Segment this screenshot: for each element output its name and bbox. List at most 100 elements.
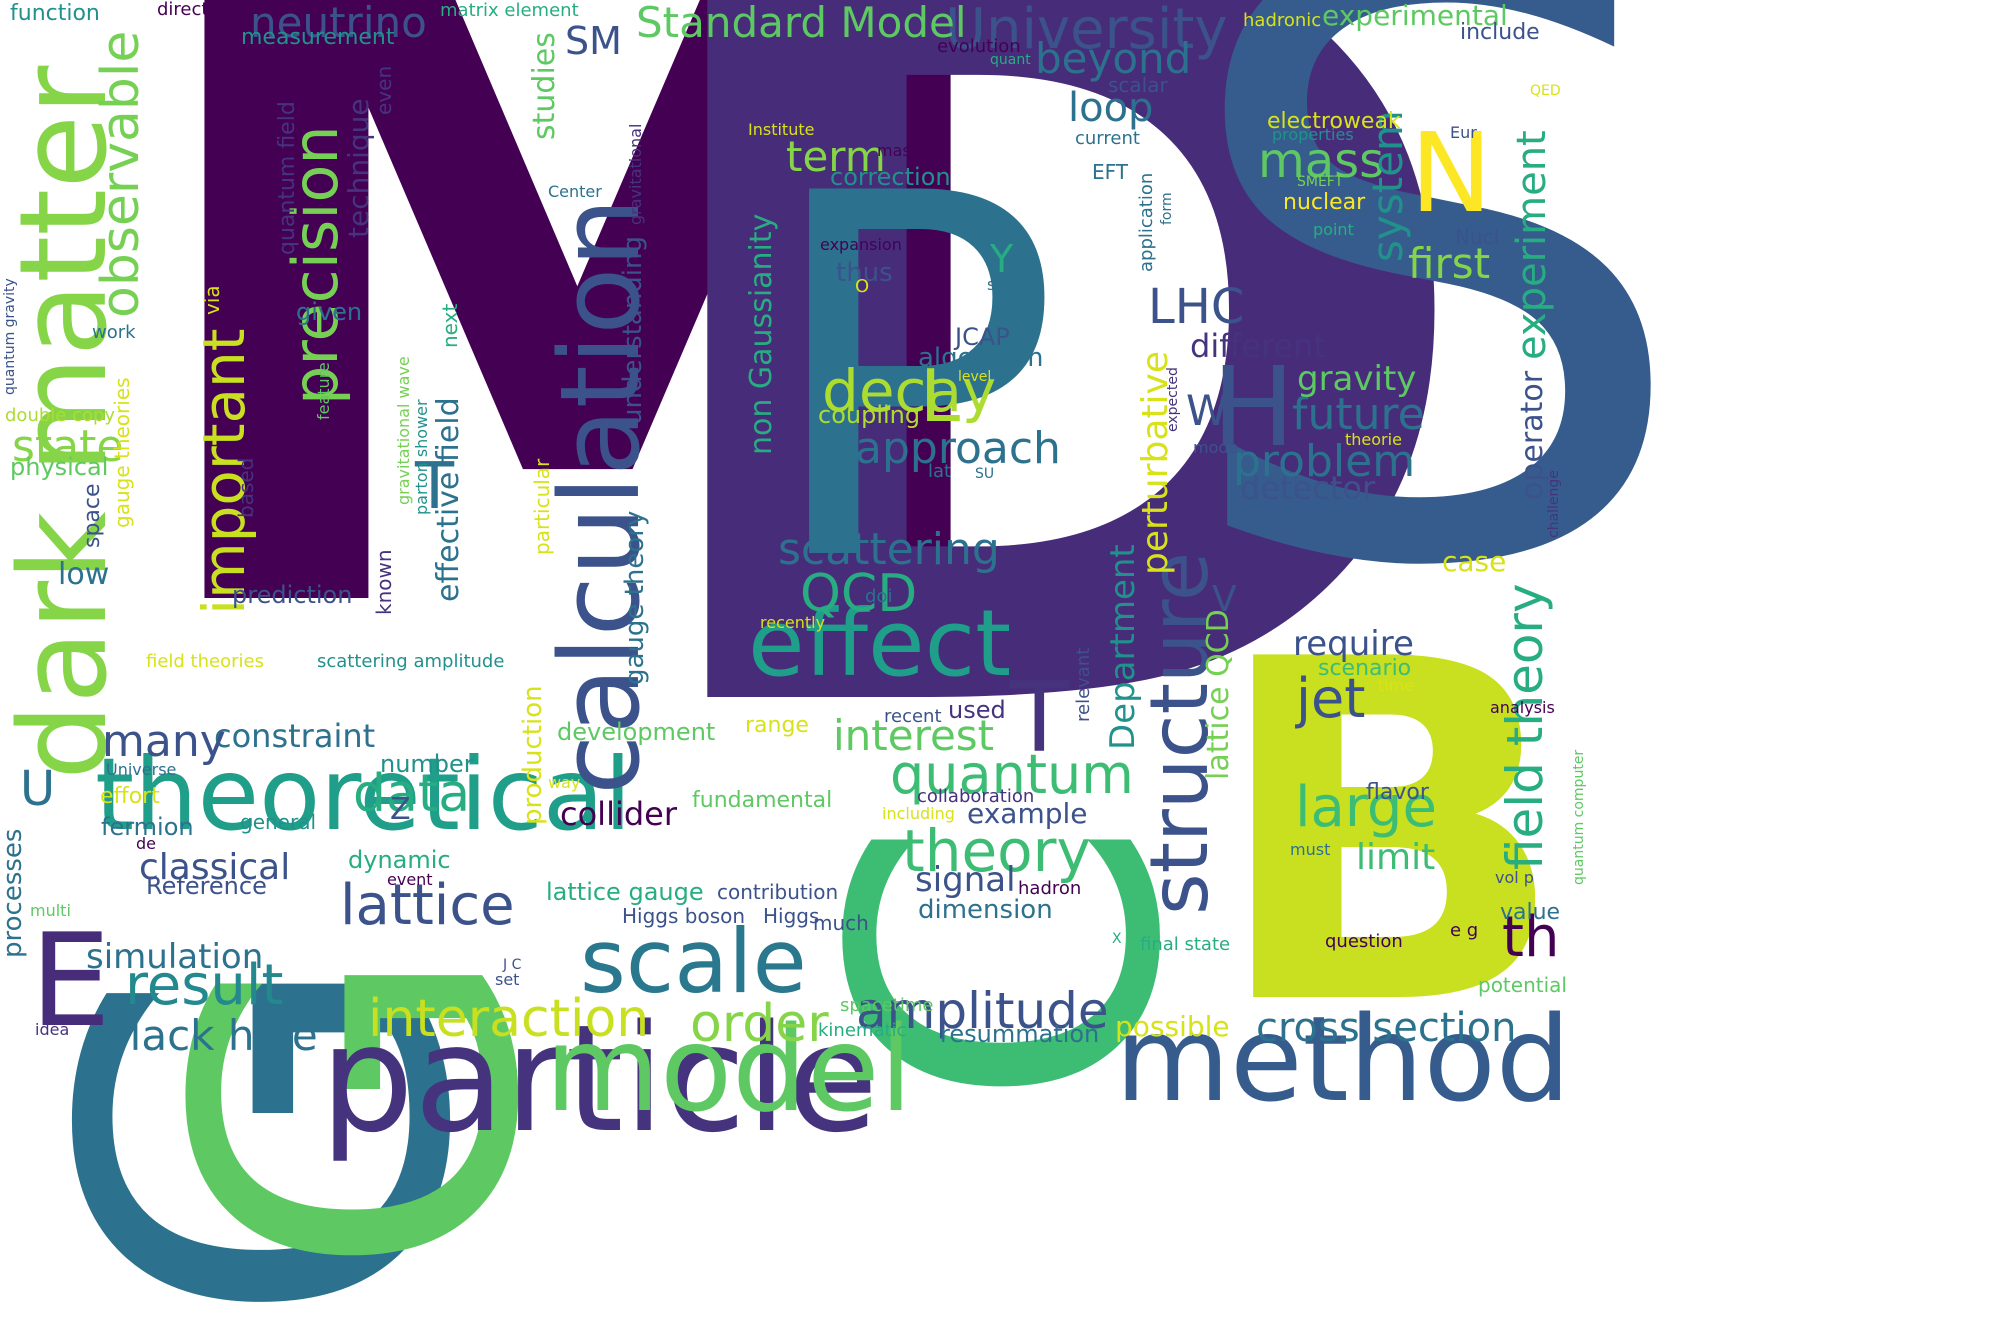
word: scenario [1318, 656, 1412, 681]
word: large [1295, 775, 1437, 840]
word: dimension [918, 895, 1053, 925]
word: known [372, 549, 396, 615]
word: decay [822, 357, 997, 425]
word: hadron [1018, 878, 1082, 899]
word: T [1010, 662, 1069, 774]
word: scalar [1108, 73, 1168, 97]
word: next [438, 303, 462, 348]
word: Nucl [1455, 225, 1500, 249]
word: general [240, 810, 317, 834]
word: interaction [368, 989, 650, 1049]
word: result [125, 953, 284, 1018]
word: measurement [241, 25, 395, 50]
word: vol p [1495, 868, 1534, 887]
word: kinematic [818, 1020, 907, 1041]
word: via [200, 285, 224, 315]
word: problem [1233, 436, 1416, 487]
word: th [1502, 905, 1560, 970]
word: jet [1296, 667, 1366, 730]
word: field theories [146, 651, 264, 672]
word: JCAP [955, 323, 1010, 351]
word: direction [157, 0, 236, 20]
word: doi [865, 586, 893, 607]
word: spin [987, 275, 1021, 294]
word: low [58, 557, 110, 592]
word: EFT [1092, 160, 1129, 184]
word: theorie [1345, 430, 1402, 449]
word: theory [902, 817, 1091, 885]
word: different [1190, 327, 1326, 365]
word: development [557, 718, 716, 746]
word: e g [1450, 920, 1479, 941]
word: form [1159, 192, 1175, 225]
word: model [545, 1000, 913, 1138]
word: work [92, 322, 136, 343]
word: studies [527, 32, 562, 140]
word: quantum gravity [2, 278, 18, 395]
word: double copy [5, 405, 116, 426]
word: Reference [146, 872, 267, 900]
word: application [1136, 172, 1157, 272]
word: collaboration [917, 786, 1035, 807]
word: lattice [340, 873, 515, 938]
word: spacetime [840, 995, 934, 1016]
word: classical [139, 847, 291, 888]
word: T [415, 450, 455, 524]
word: detector [1240, 469, 1376, 507]
word: J C [503, 957, 522, 973]
word: Eur [1450, 123, 1477, 142]
word: particle [320, 993, 879, 1165]
word: gauge theory [620, 510, 650, 685]
word: L [920, 354, 961, 438]
word: Higgs [763, 904, 820, 928]
word: even [372, 65, 396, 115]
word: QED [1530, 83, 1561, 99]
word: neutrino [250, 0, 427, 47]
word: recently [760, 613, 826, 632]
word: Department [1103, 544, 1143, 750]
word: question [1325, 931, 1403, 952]
word: B [1210, 561, 1569, 1108]
word: lat [928, 461, 952, 482]
word: beyond [1035, 34, 1192, 83]
word: non Gaussianity [744, 213, 779, 455]
word: point [1313, 220, 1354, 239]
word: S [1170, 0, 1697, 748]
word: theoretical [95, 736, 632, 853]
word: Z [390, 792, 411, 827]
word: lattice gauge [546, 878, 704, 906]
word: quantum [890, 743, 1134, 806]
word: multi [30, 901, 71, 920]
word: H [1212, 343, 1295, 471]
word: production [518, 685, 548, 825]
word: experiment [1509, 130, 1555, 360]
word: nuclear [1283, 190, 1366, 215]
word: include [1460, 20, 1540, 45]
word: matrix element [440, 0, 579, 21]
word: used [948, 696, 1006, 724]
word: coupling [818, 401, 921, 429]
word: resummation [940, 1020, 1100, 1048]
word: first [1408, 239, 1491, 288]
word: particular [530, 458, 554, 555]
word: way [548, 773, 581, 792]
word: interest [833, 711, 995, 760]
word: much [813, 911, 869, 935]
word: cross section [1256, 1005, 1517, 1051]
word: challenge [1546, 470, 1562, 538]
word: Y [990, 237, 1014, 281]
word: future [1292, 389, 1425, 440]
word: de [136, 834, 156, 853]
word: quantum field [275, 101, 300, 255]
word: potential [1478, 973, 1567, 997]
word: University [945, 0, 1228, 62]
word: amplitude [856, 982, 1109, 1040]
word: based [234, 457, 258, 518]
word: gravitational wave [394, 356, 413, 505]
word: U [20, 761, 56, 817]
word: event [387, 870, 433, 889]
word: QCD [800, 564, 918, 624]
word: must [1290, 840, 1331, 859]
word: signal [915, 860, 1016, 900]
word: expansion [820, 235, 902, 254]
